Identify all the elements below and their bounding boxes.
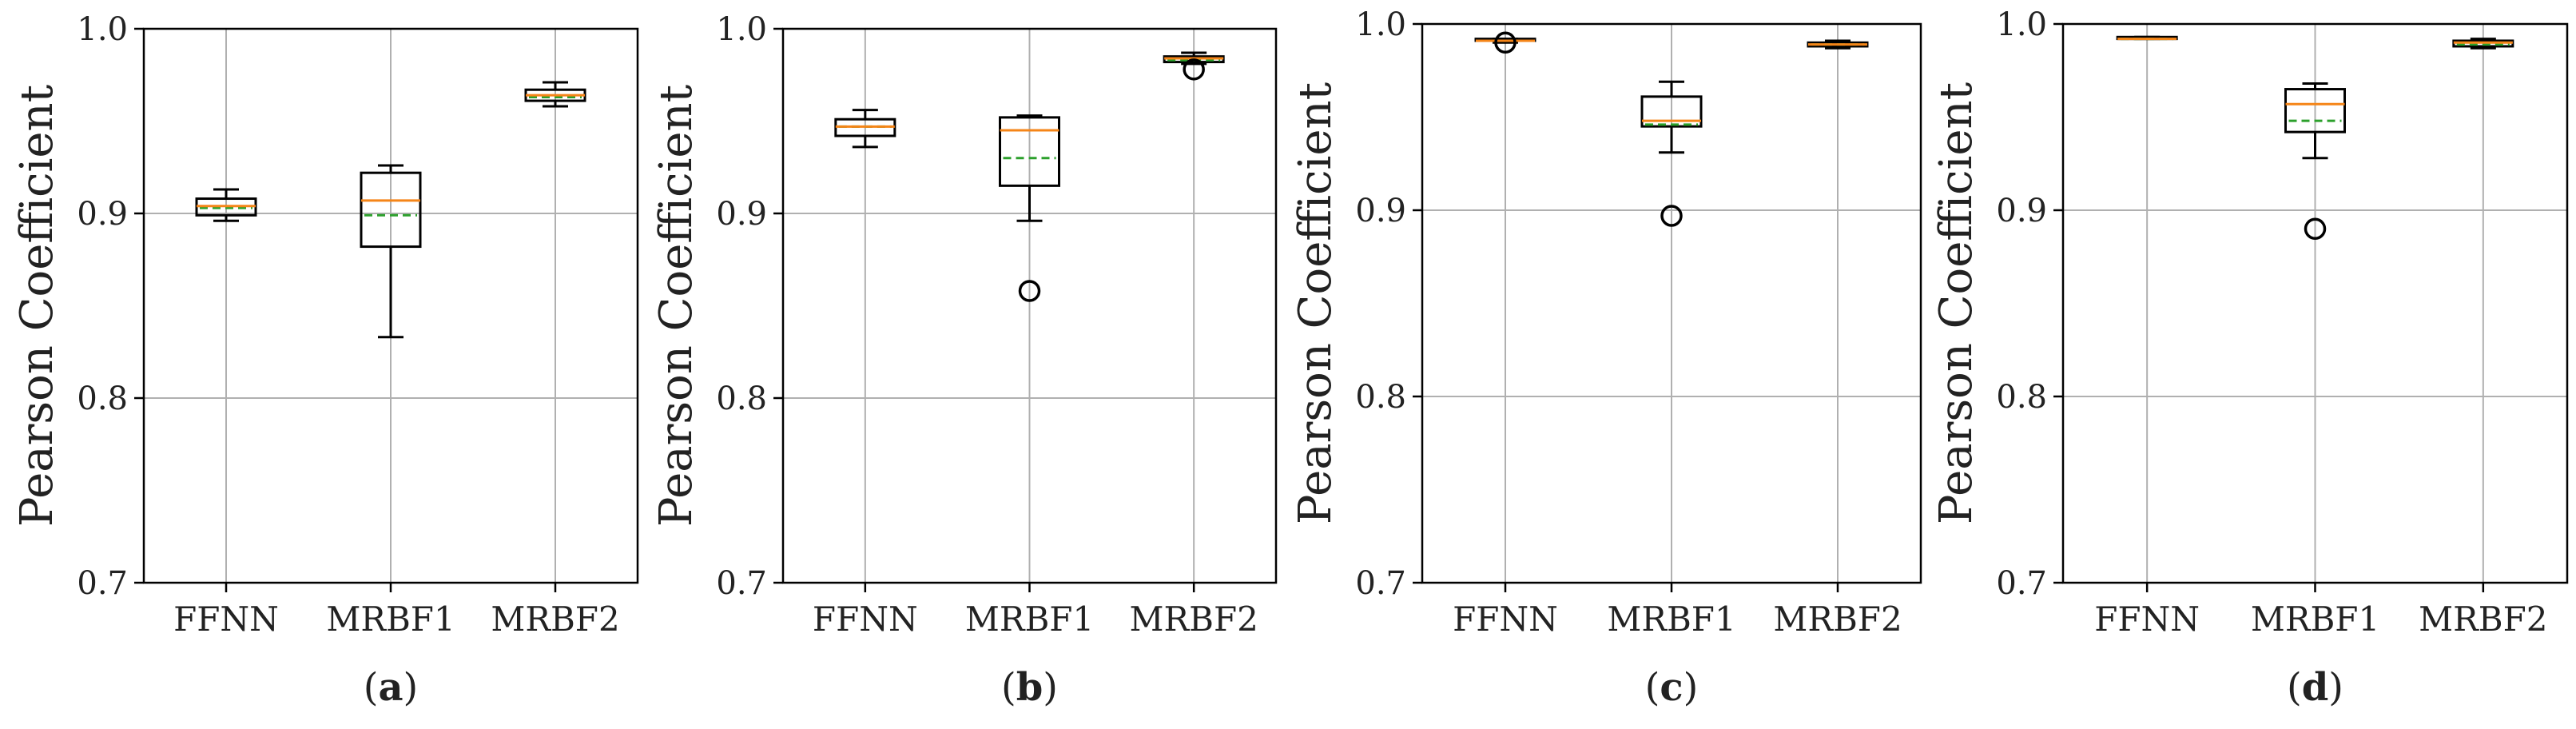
panel-letter: c: [1660, 665, 1683, 710]
panel-letter: b: [1016, 665, 1044, 710]
y-tick-label: 1.0: [716, 11, 767, 48]
y-tick-label: 1.0: [1355, 6, 1406, 43]
x-tick-label: FFNN: [1453, 600, 1558, 639]
outlier-point: [1018, 280, 1041, 302]
box-body: [2284, 88, 2346, 133]
y-tick-label: 0.8: [1355, 379, 1406, 416]
outlier-point: [2304, 217, 2327, 241]
x-tick-label: MRBF2: [491, 600, 619, 639]
x-tick-label: MRBF1: [2251, 600, 2379, 639]
x-tick-label: FFNN: [173, 600, 279, 639]
box-MRBF1: [360, 164, 422, 339]
y-tick-label: 0.7: [716, 565, 767, 602]
box-FFNN: [2116, 35, 2178, 41]
y-axis-label: Pearson Coefficient: [11, 84, 63, 527]
y-axis-label: Pearson Coefficient: [1290, 82, 1342, 524]
box-FFNN: [1474, 31, 1536, 54]
y-tick-label: 0.8: [1996, 379, 2047, 416]
outlier-point: [1494, 31, 1517, 54]
y-tick-label: 0.9: [1355, 193, 1406, 229]
panel-caption: (a): [364, 665, 419, 710]
outlier-point: [1183, 58, 1205, 81]
box-MRBF2: [524, 81, 586, 108]
box-body: [1640, 95, 1703, 128]
box-MRBF1: [999, 114, 1060, 302]
box-body: [360, 171, 422, 249]
chart-panel-a: 0.7 0.8 0.9 1.0 FFNN MRBF1 MRBF2 Pearson Coeffi…: [11, 11, 639, 710]
y-tick-label: 1.0: [77, 11, 128, 48]
y-tick-label: 0.8: [716, 380, 767, 417]
outlier-point: [1660, 205, 1683, 227]
box-FFNN: [195, 188, 257, 222]
box-MRBF2: [1807, 39, 1869, 50]
x-tick-label: MRBF1: [965, 600, 1094, 639]
panel-caption: (c): [1645, 665, 1699, 710]
x-tick-label: MRBF2: [1773, 600, 1902, 639]
y-tick-label: 0.9: [716, 196, 767, 233]
y-tick-label: 0.7: [77, 565, 128, 602]
box-FFNN: [834, 109, 896, 149]
y-tick-label: 0.9: [1996, 193, 2047, 229]
box-MRBF1: [1640, 80, 1703, 227]
x-tick-label: MRBF2: [1129, 600, 1258, 639]
y-tick-label: 0.8: [77, 380, 128, 417]
x-tick-label: FFNN: [813, 600, 918, 639]
x-tick-label: MRBF2: [2419, 600, 2547, 639]
panel-caption: (b): [1001, 665, 1058, 710]
x-tick-label: FFNN: [2094, 600, 2200, 639]
box-MRBF2: [1163, 51, 1225, 81]
chart-panel-c: 0.7 0.8 0.9 1.0 FFNN MRBF1 MRBF2 Pearson Coeffi…: [1290, 6, 1922, 710]
x-tick-label: MRBF1: [326, 600, 455, 639]
panel-caption: (d): [2287, 665, 2343, 710]
chart-panel-b: 0.7 0.8 0.9 1.0 FFNN MRBF1 MRBF2 Pearson Coeffi…: [650, 11, 1278, 710]
panel-letter: a: [378, 665, 403, 710]
y-axis-label: Pearson Coefficient: [650, 84, 702, 527]
box-MRBF2: [2452, 38, 2514, 50]
y-axis-label: Pearson Coefficient: [1930, 82, 1982, 524]
box-body: [999, 116, 1060, 187]
x-tick-label: MRBF1: [1607, 600, 1735, 639]
panel-letter: d: [2302, 665, 2329, 710]
y-tick-label: 1.0: [1996, 6, 2047, 43]
chart-panel-d: 0.7 0.8 0.9 1.0 FFNN MRBF1 MRBF2 Pearson Coeffi…: [1930, 6, 2569, 710]
y-tick-label: 0.9: [77, 196, 128, 233]
y-tick-label: 0.7: [1996, 565, 2047, 602]
y-tick-label: 0.7: [1355, 565, 1406, 602]
box-MRBF1: [2284, 82, 2346, 241]
